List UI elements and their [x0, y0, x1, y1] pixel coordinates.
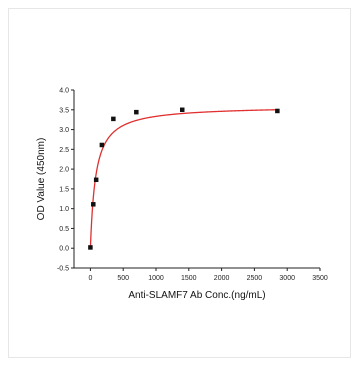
data-point: [91, 202, 96, 207]
y-tick-label: 0.5: [59, 226, 69, 233]
y-tick-label: 0.0: [59, 246, 69, 253]
data-point: [275, 108, 280, 114]
y-tick-label: 4.0: [59, 88, 69, 95]
y-axis-title: OD Value (450nm): [36, 138, 47, 221]
data-point: [179, 107, 185, 113]
y-tick-label: -0.5: [57, 266, 69, 273]
x-axis-title: Anti-SLAMF7 Ab Conc.(ng/mL): [128, 290, 265, 301]
x-tick-label: 2500: [247, 275, 263, 282]
data-point: [93, 177, 99, 183]
axes: [73, 90, 320, 269]
x-tick-label: 1500: [181, 275, 197, 282]
chart-frame: [8, 8, 351, 358]
y-tick-label: 3.5: [59, 107, 69, 114]
data-point: [134, 109, 139, 115]
x-axis-ticks: 0 500 1000 1500 2000 2500 3000 3500: [88, 268, 328, 282]
x-tick-label: 3000: [279, 275, 295, 282]
y-tick-label: 2.0: [59, 167, 69, 174]
x-tick-label: 1000: [148, 275, 164, 282]
y-tick-label: 3.0: [59, 127, 69, 134]
data-points: [88, 107, 280, 250]
x-tick-label: 500: [117, 275, 129, 282]
data-point: [88, 245, 93, 250]
y-tick-label: 1.5: [59, 186, 69, 193]
y-tick-label: 2.5: [59, 147, 69, 154]
data-point: [111, 116, 116, 122]
x-tick-label: 3500: [312, 275, 328, 282]
x-tick-label: 0: [88, 275, 92, 282]
y-axis-ticks: -0.5 0.0 0.5 1.0 1.5 2.0 2.5 3.0 3.5 4.0: [57, 88, 74, 273]
y-tick-label: 1.0: [59, 206, 69, 213]
fit-curve: [89, 109, 278, 249]
data-point: [99, 142, 105, 148]
x-tick-label: 2000: [214, 275, 230, 282]
